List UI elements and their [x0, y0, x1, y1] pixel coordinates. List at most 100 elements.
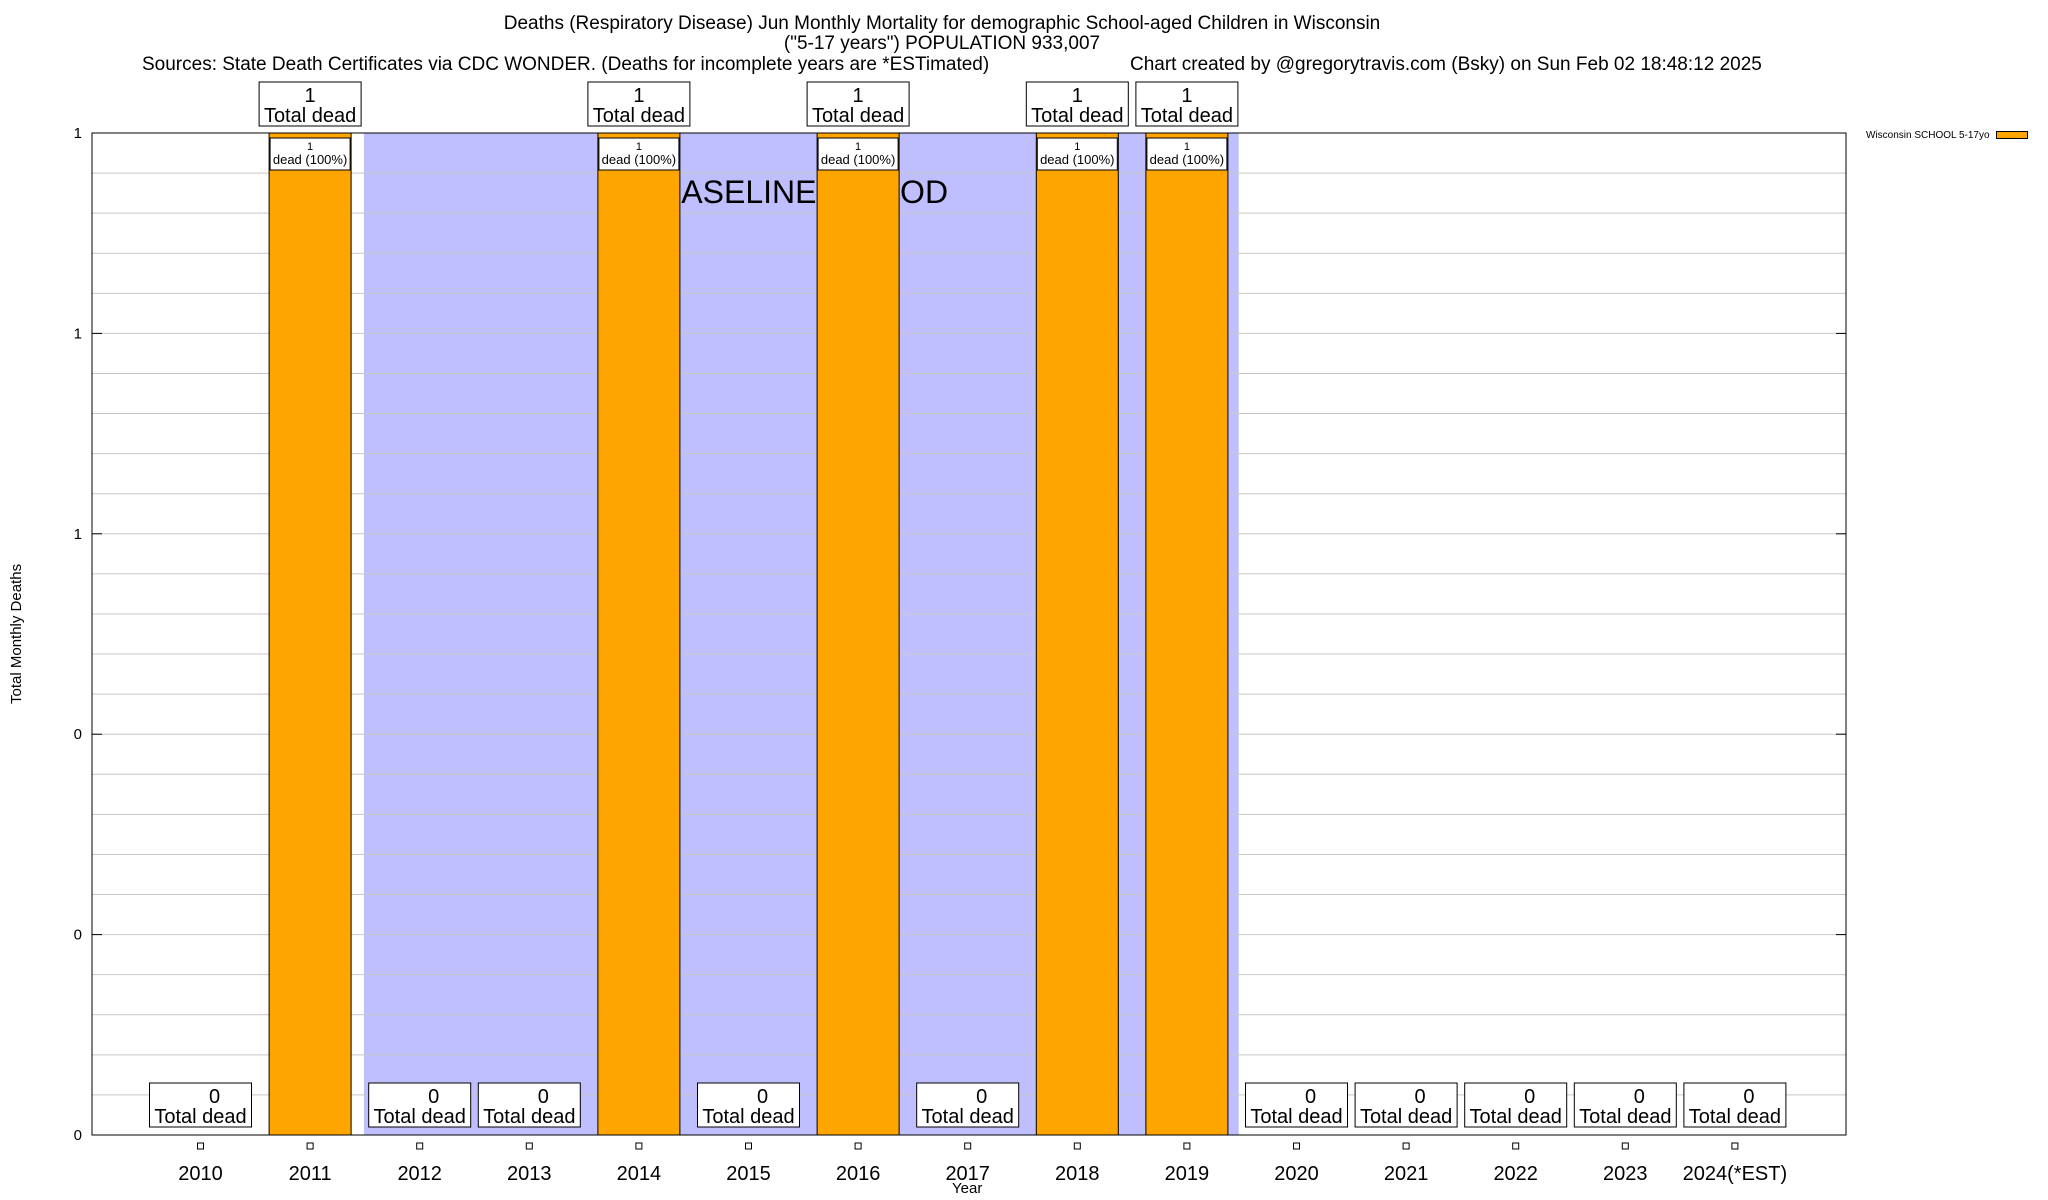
plot-frame [91, 132, 1847, 1136]
bar-inner-label: dead (100%) [1040, 152, 1114, 167]
total-label: Total dead [264, 105, 356, 127]
bar-inner-label: dead (100%) [602, 152, 676, 167]
total-label: Total dead [1579, 1106, 1671, 1128]
x-tick-label: 2021 [1384, 1163, 1429, 1185]
x-tick [1402, 1142, 1410, 1150]
total-value: 0 [428, 1086, 439, 1108]
total-label-box [1573, 1082, 1677, 1128]
total-label: Total dead [1141, 105, 1233, 127]
total-label: Total dead [922, 1106, 1014, 1128]
x-tick [1512, 1142, 1520, 1150]
total-value: 1 [305, 85, 316, 107]
bar-inner-label-box [1146, 137, 1228, 171]
bar [268, 132, 352, 1136]
total-label-box [587, 81, 691, 127]
bar-inner-label: dead (100%) [1150, 152, 1224, 167]
legend-label: Wisconsin SCHOOL 5-17yo [1866, 130, 1990, 141]
x-tick-label: 2017 [945, 1163, 990, 1185]
total-label-box [1025, 81, 1129, 127]
x-tick [416, 1142, 424, 1150]
x-tick [1183, 1142, 1191, 1150]
x-tick-label: 2012 [397, 1163, 442, 1185]
bar-inner-label: dead (100%) [821, 152, 895, 167]
chart-sources: Sources: State Death Certificates via CD… [142, 54, 990, 75]
x-tick [306, 1142, 314, 1150]
x-tick [745, 1142, 752, 1150]
total-value: 1 [853, 85, 864, 107]
total-label: Total dead [812, 105, 904, 127]
total-value: 0 [209, 1086, 220, 1108]
total-label-box [697, 1082, 800, 1128]
x-tick-label: 2019 [1165, 1163, 1210, 1185]
legend-swatch [1995, 131, 2028, 140]
total-label: Total dead [374, 1106, 466, 1128]
bar-inner-label-box [598, 137, 680, 171]
total-label: Total dead [702, 1106, 794, 1128]
total-label-box [258, 81, 362, 127]
total-label-box [1683, 1082, 1787, 1128]
total-label: Total dead [593, 105, 685, 127]
y-tick-label: 0 [74, 726, 82, 743]
x-tick-label: 2020 [1274, 1163, 1319, 1185]
x-tick [1621, 1142, 1629, 1150]
x-tick [1731, 1142, 1739, 1150]
x-tick-label: 2011 [289, 1163, 332, 1185]
total-value: 0 [1415, 1086, 1426, 1108]
x-tick-label: 2013 [507, 1163, 552, 1185]
x-tick [197, 1142, 204, 1150]
x-tick-label: 2015 [726, 1163, 771, 1185]
bar-inner-value: 1 [855, 141, 861, 153]
bar-inner-label-box [817, 137, 899, 171]
total-value: 1 [633, 85, 644, 107]
total-value: 1 [1181, 85, 1192, 107]
total-label: Total dead [154, 1106, 246, 1128]
y-tick-label: 0 [74, 1127, 82, 1144]
x-tick-label: 2014 [617, 1163, 662, 1185]
x-tick [854, 1142, 862, 1150]
x-tick-label: 2024(*EST) [1683, 1163, 1788, 1185]
x-tick-label: 2022 [1493, 1163, 1538, 1185]
total-label-box [477, 1082, 581, 1128]
x-tick [1073, 1142, 1081, 1150]
total-value: 0 [1305, 1086, 1316, 1108]
bar-inner-label-box [269, 137, 351, 171]
total-label: Total dead [1250, 1106, 1342, 1128]
total-label-box [1354, 1082, 1458, 1128]
total-label-box [916, 1082, 1020, 1128]
total-label-box [806, 81, 910, 127]
x-tick [1293, 1142, 1300, 1150]
y-tick-label: 1 [74, 325, 82, 342]
y-tick-label: 1 [74, 526, 82, 543]
x-tick [525, 1142, 533, 1150]
y-tick-label: 0 [74, 927, 82, 944]
chart-title: Deaths (Respiratory Disease) Jun Monthly… [503, 13, 1381, 34]
chart-credit: Chart created by @gregorytravis.com (Bsk… [1130, 54, 1762, 75]
total-value: 1 [1072, 85, 1083, 107]
total-label: Total dead [1031, 105, 1123, 127]
x-tick [635, 1142, 643, 1150]
bar-inner-label: dead (100%) [273, 152, 347, 167]
bar-inner-value: 1 [307, 141, 313, 153]
total-value: 0 [538, 1086, 549, 1108]
bar-inner-value: 1 [1074, 141, 1080, 153]
bar-inner-value: 1 [636, 141, 642, 153]
bar-inner-value: 1 [1184, 141, 1190, 153]
x-tick-label: 2023 [1603, 1163, 1648, 1185]
total-label-box [1245, 1082, 1348, 1128]
chart-subtitle: ("5-17 years") POPULATION 933,007 [783, 33, 1101, 54]
x-axis-label: Year [952, 1180, 983, 1197]
total-value: 0 [976, 1086, 987, 1108]
total-label-box [368, 1082, 472, 1128]
bar [816, 132, 900, 1136]
total-value: 0 [1634, 1086, 1645, 1108]
total-label-box [1464, 1082, 1568, 1128]
legend: Wisconsin SCHOOL 5-17yo [1866, 130, 2028, 141]
total-value: 0 [1743, 1086, 1754, 1108]
x-tick-label: 2016 [836, 1163, 881, 1185]
total-label: Total dead [1689, 1106, 1781, 1128]
bar [1145, 132, 1229, 1136]
x-tick-label: 2018 [1055, 1163, 1100, 1185]
total-value: 0 [1524, 1086, 1535, 1108]
baseline-label: BASELINE PERIOD [660, 174, 948, 210]
